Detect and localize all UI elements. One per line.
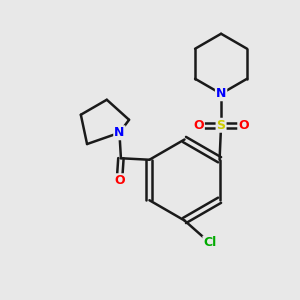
Text: O: O [114, 174, 125, 187]
Text: Cl: Cl [203, 236, 217, 250]
Text: N: N [114, 126, 124, 139]
Text: O: O [193, 119, 204, 132]
Text: N: N [216, 87, 226, 100]
Text: S: S [217, 119, 226, 132]
Text: O: O [238, 119, 249, 132]
